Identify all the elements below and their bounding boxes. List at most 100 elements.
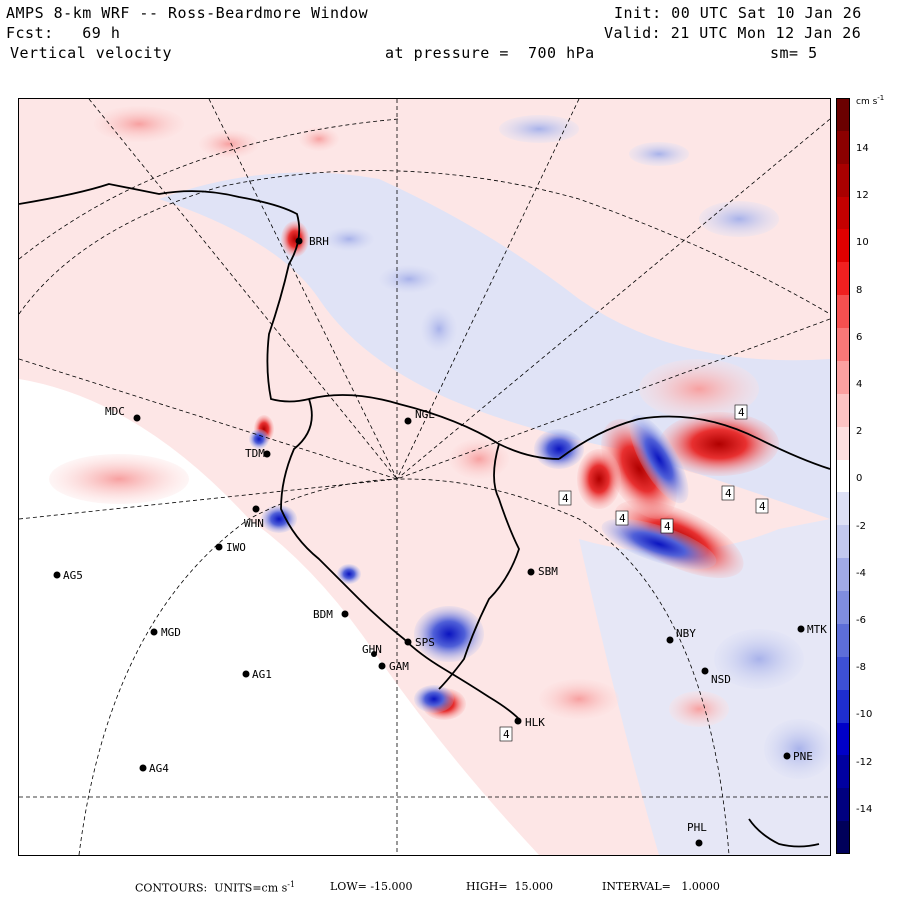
colorbar-tick-label: -2 bbox=[856, 520, 866, 532]
colorbar-segment bbox=[836, 689, 850, 723]
station-hlk[interactable]: HLK bbox=[514, 716, 546, 729]
footer-units: CONTOURS: UNITS=cm s bbox=[135, 881, 288, 895]
colorbar-tick-label: 0 bbox=[856, 473, 863, 485]
svg-text:IWO: IWO bbox=[226, 541, 246, 554]
svg-text:4: 4 bbox=[562, 492, 569, 505]
svg-text:AG1: AG1 bbox=[252, 668, 272, 681]
footer-interval: INTERVAL= 1.0000 bbox=[602, 880, 720, 893]
colorbar-segment bbox=[836, 393, 850, 428]
stations: MDC TDM WHN IWO AG5 MGD AG1 AG4 BDM SPS … bbox=[53, 235, 828, 847]
station-sps[interactable]: SPS bbox=[404, 636, 435, 649]
station-nby[interactable]: NBY bbox=[666, 627, 697, 644]
colorbar-segment bbox=[836, 623, 850, 658]
footer-low: LOW= -15.000 bbox=[330, 880, 413, 893]
footer-units-exp: -1 bbox=[287, 880, 296, 889]
colorbar-segment bbox=[836, 492, 850, 526]
colorbar-segment bbox=[836, 328, 850, 362]
colorbar-segment bbox=[836, 229, 850, 263]
contour-label: 4 bbox=[660, 518, 674, 534]
valid-time: Valid: 21 UTC Mon 12 Jan 26 bbox=[604, 24, 862, 42]
station-sbm[interactable]: SBM bbox=[527, 565, 559, 578]
colorbar-tick-label: -12 bbox=[856, 756, 873, 768]
colorbar-segment bbox=[836, 755, 850, 789]
svg-text:GHN: GHN bbox=[362, 643, 382, 656]
colorbar-tick-label: 12 bbox=[856, 190, 869, 202]
colorbar-segment bbox=[836, 426, 850, 461]
station-ngl[interactable]: NGL bbox=[404, 408, 436, 425]
colorbar-segment bbox=[836, 591, 850, 625]
forecast-hour: Fcst: 69 h bbox=[6, 24, 121, 42]
colorbar-segment bbox=[836, 459, 850, 493]
station-ghn[interactable]: GHN bbox=[362, 643, 382, 657]
station-nsd[interactable]: NSD bbox=[701, 667, 731, 687]
map-canvas: 4 4 4 4 4 4 4 MDC TDM WHN IWO AG5 MGD AG… bbox=[19, 99, 830, 855]
footer-high: HIGH= 15.000 bbox=[466, 880, 554, 893]
contour-label: 4 bbox=[499, 726, 513, 742]
footer-contours: CONTOURS: UNITS=cm s-1 bbox=[135, 880, 295, 895]
colorbar-segment bbox=[836, 821, 850, 855]
station-gam[interactable]: GAM bbox=[378, 660, 410, 673]
svg-text:BDM: BDM bbox=[313, 608, 333, 621]
contour-label: 4 bbox=[558, 490, 572, 506]
station-ag5[interactable]: AG5 bbox=[53, 569, 83, 582]
svg-text:NBY: NBY bbox=[676, 627, 696, 640]
colorbar bbox=[836, 98, 850, 855]
colorbar-tick-label: 8 bbox=[856, 284, 863, 296]
station-ag4[interactable]: AG4 bbox=[139, 762, 170, 775]
colorbar-tick-label: -8 bbox=[856, 662, 866, 674]
station-iwo[interactable]: IWO bbox=[215, 541, 246, 554]
colorbar-segment bbox=[836, 163, 850, 198]
svg-text:WHN: WHN bbox=[244, 517, 264, 530]
colorbar-unit: cm s-1 bbox=[856, 94, 884, 107]
svg-text:4: 4 bbox=[664, 520, 671, 533]
station-mtk[interactable]: MTK bbox=[797, 623, 828, 636]
colorbar-segment bbox=[836, 295, 850, 329]
colorbar-segment bbox=[836, 98, 850, 132]
colorbar-segment bbox=[836, 788, 850, 822]
contour-label: 4 bbox=[755, 498, 769, 514]
field-name: Vertical velocity bbox=[10, 44, 173, 62]
colorbar-tick-label: 10 bbox=[856, 237, 869, 249]
colorbar-tick-label: -14 bbox=[856, 803, 873, 815]
svg-text:NSD: NSD bbox=[711, 673, 731, 686]
colorbar-tick-label: 14 bbox=[856, 143, 869, 154]
colorbar-tick-label: -4 bbox=[856, 567, 866, 579]
station-pne[interactable]: PNE bbox=[783, 750, 813, 763]
contour-label: 4 bbox=[721, 485, 735, 501]
station-brh[interactable]: BRH bbox=[295, 235, 329, 248]
svg-text:MDC: MDC bbox=[105, 405, 125, 418]
colorbar-segment bbox=[836, 525, 850, 559]
svg-text:NGL: NGL bbox=[415, 408, 435, 421]
svg-text:HLK: HLK bbox=[525, 716, 545, 729]
station-phl[interactable]: PHL bbox=[687, 821, 707, 847]
unit-text: cm s bbox=[856, 97, 878, 107]
svg-text:4: 4 bbox=[738, 406, 745, 419]
colorbar-segment bbox=[836, 360, 850, 395]
station-bdm[interactable]: BDM bbox=[313, 608, 349, 621]
colorbar-segment bbox=[836, 722, 850, 756]
colorbar-tick-label: 2 bbox=[856, 426, 863, 438]
svg-text:GAM: GAM bbox=[389, 660, 409, 673]
svg-text:4: 4 bbox=[725, 487, 732, 500]
svg-text:4: 4 bbox=[503, 728, 510, 741]
svg-text:SBM: SBM bbox=[538, 565, 558, 578]
coastline bbox=[19, 183, 830, 848]
unit-exponent: -1 bbox=[877, 94, 885, 102]
map-title: AMPS 8-km WRF -- Ross-Beardmore Window bbox=[6, 4, 369, 22]
contour-label: 4 bbox=[615, 510, 629, 526]
station-mdc[interactable]: MDC bbox=[105, 405, 141, 422]
svg-text:4: 4 bbox=[619, 512, 626, 525]
svg-text:4: 4 bbox=[759, 500, 766, 513]
svg-text:MGD: MGD bbox=[161, 626, 181, 639]
east-region bbox=[579, 519, 830, 855]
svg-text:SPS: SPS bbox=[415, 636, 435, 649]
weak-anomalies bbox=[49, 106, 830, 779]
station-tdm[interactable]: TDM bbox=[245, 447, 271, 460]
svg-text:PNE: PNE bbox=[793, 750, 813, 763]
station-whn[interactable]: WHN bbox=[244, 505, 264, 531]
station-mgd[interactable]: MGD bbox=[150, 626, 181, 639]
init-time: Init: 00 UTC Sat 10 Jan 26 bbox=[614, 4, 862, 22]
svg-text:PHL: PHL bbox=[687, 821, 707, 834]
station-ag1[interactable]: AG1 bbox=[242, 668, 272, 681]
colorbar-segment bbox=[836, 196, 850, 230]
